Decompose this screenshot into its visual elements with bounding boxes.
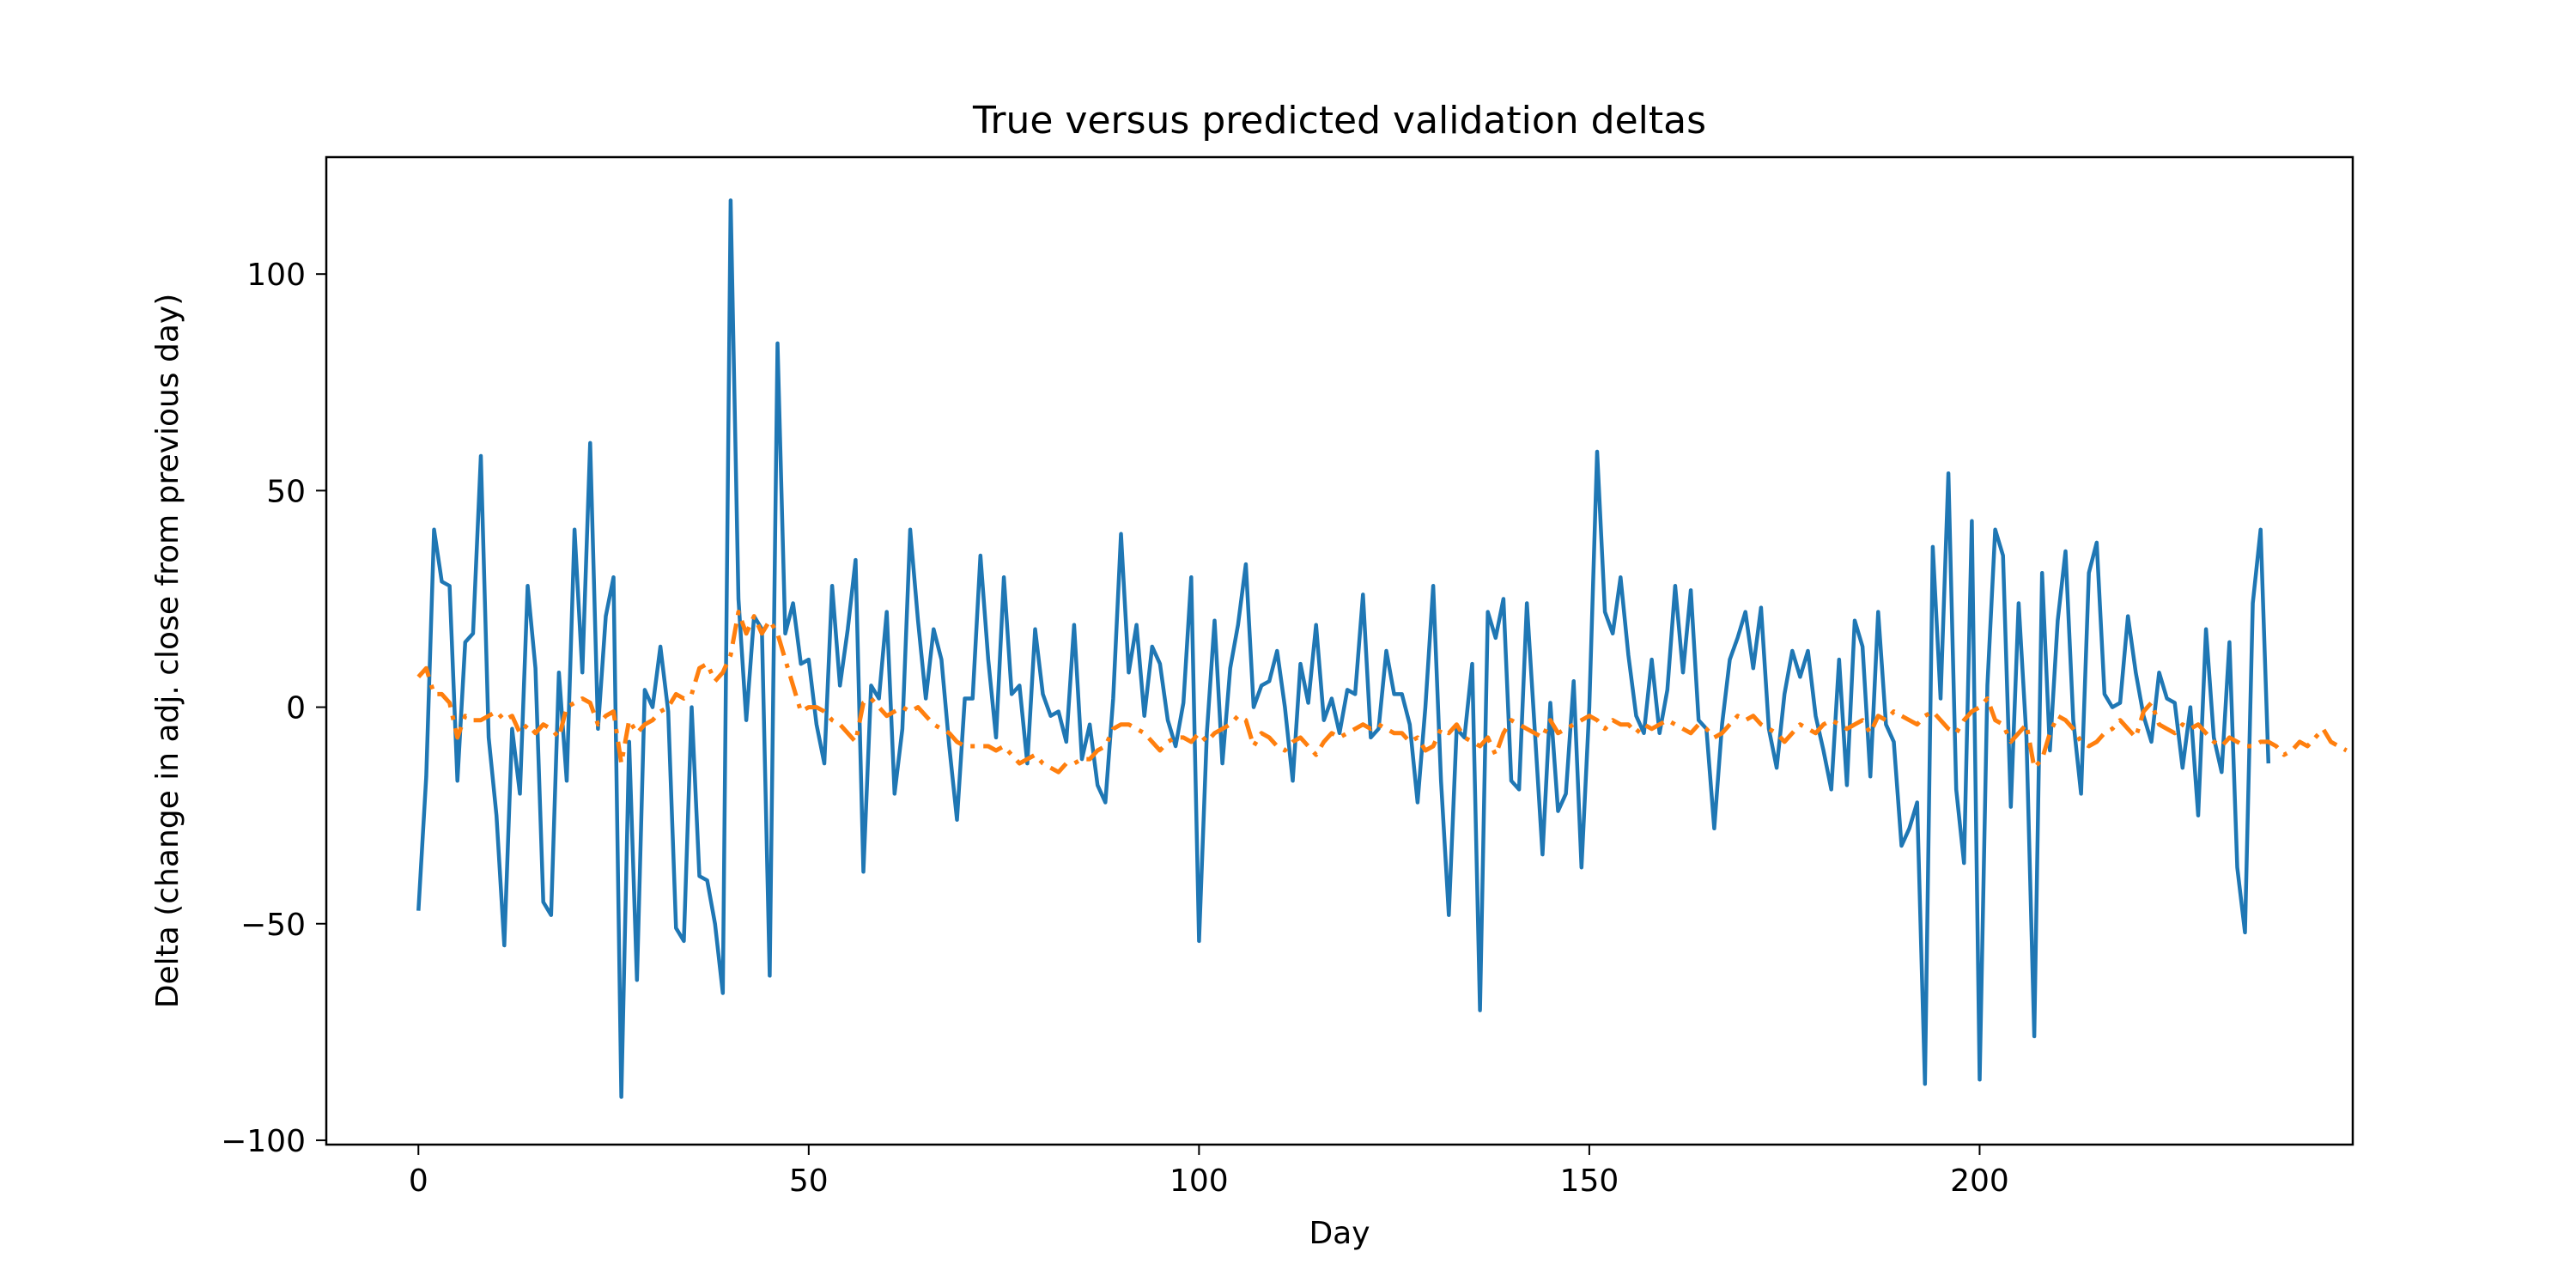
plot-background [326, 157, 2353, 1145]
y-axis: −100 −50 0 50 100 [221, 258, 326, 1159]
x-axis: 0 50 100 150 200 [409, 1145, 2009, 1199]
plot-frame [325, 155, 2354, 1146]
series-1-line [416, 198, 2271, 1099]
x-axis-label: Day [1309, 1216, 1370, 1251]
y-tick-label: −100 [221, 1124, 306, 1159]
y-axis-label: Delta (change in adj. close from previou… [150, 294, 185, 1009]
x-tick-label: 50 [789, 1163, 829, 1199]
series-1 [416, 198, 2271, 1099]
x-tick-label: 200 [1950, 1163, 2009, 1199]
x-tick-label: 0 [409, 1163, 428, 1199]
series-layer [416, 198, 2348, 1099]
series-2-line [416, 610, 2348, 775]
x-tick-label: 150 [1560, 1163, 1619, 1199]
series-2 [416, 610, 2348, 775]
y-tick-label: 100 [246, 258, 306, 293]
plot-area [325, 155, 2354, 1146]
y-tick-label: −50 [240, 908, 306, 943]
y-tick-label: 0 [286, 691, 306, 726]
x-tick-label: 100 [1170, 1163, 1229, 1199]
chart-title: True versus predicted validation deltas [972, 99, 1706, 143]
y-tick-label: 50 [266, 474, 306, 509]
